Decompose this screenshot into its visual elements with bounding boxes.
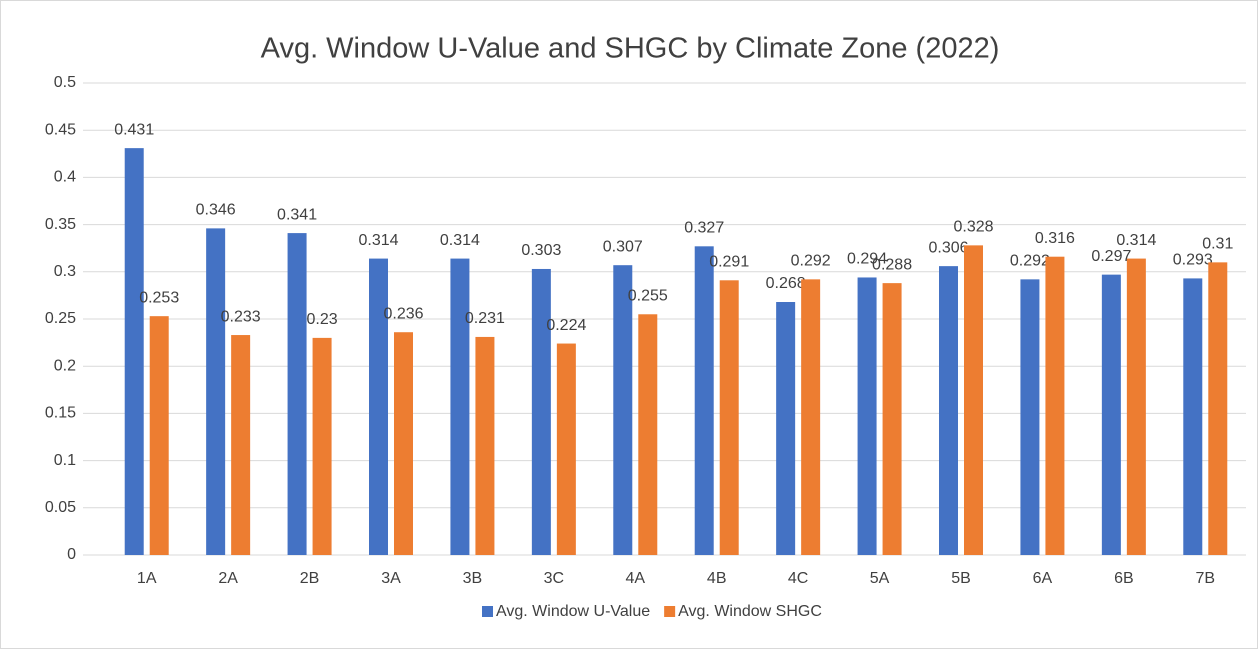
x-tick-label: 2A — [218, 570, 238, 587]
bar — [1126, 258, 1146, 555]
bar — [394, 332, 413, 555]
bar — [1101, 274, 1121, 555]
y-tick-label: 0.35 — [45, 216, 76, 233]
bar — [369, 258, 388, 555]
data-label: 0.233 — [221, 308, 261, 325]
x-tick-label: 3A — [381, 570, 401, 587]
data-label: 0.341 — [277, 206, 317, 223]
data-label: 0.292 — [1010, 253, 1050, 270]
y-tick-label: 0.4 — [54, 169, 76, 186]
data-label: 0.224 — [546, 317, 586, 334]
bar — [475, 336, 495, 555]
bar — [149, 316, 169, 555]
x-tick-label: 7B — [1195, 570, 1215, 587]
bar — [694, 246, 714, 555]
y-tick-label: 0 — [67, 546, 76, 563]
y-tick-label: 0.5 — [54, 74, 76, 91]
bar — [939, 266, 958, 555]
data-label: 0.293 — [1173, 252, 1213, 269]
x-tick-label: 4A — [625, 570, 645, 587]
bar — [556, 343, 576, 555]
bar — [124, 148, 144, 556]
data-label: 0.31 — [1202, 236, 1233, 253]
bar — [1045, 256, 1065, 555]
x-tick-label: 6A — [1033, 570, 1053, 587]
x-tick-label: 3B — [463, 570, 483, 587]
legend-swatch — [482, 606, 493, 617]
bar — [882, 283, 902, 555]
bar — [964, 245, 983, 556]
bar — [1208, 262, 1228, 555]
x-tick-label: 5A — [870, 570, 890, 587]
data-label: 0.268 — [766, 275, 806, 292]
data-label: 0.253 — [139, 289, 179, 306]
data-label: 0.328 — [953, 219, 993, 236]
bar — [857, 277, 877, 555]
y-tick-label: 0.3 — [54, 263, 76, 280]
data-label: 0.306 — [928, 239, 968, 256]
bar — [450, 258, 470, 555]
data-label: 0.314 — [358, 232, 398, 249]
data-label: 0.431 — [114, 121, 154, 138]
data-label: 0.236 — [383, 305, 423, 322]
y-tick-label: 0.1 — [54, 452, 76, 469]
data-label: 0.291 — [709, 254, 749, 271]
data-label: 0.314 — [440, 232, 480, 249]
data-label: 0.307 — [603, 238, 643, 255]
data-label: 0.255 — [628, 287, 668, 304]
x-tick-label: 3C — [544, 570, 564, 587]
x-tick-label: 4B — [707, 570, 727, 587]
bar — [206, 228, 226, 555]
data-label: 0.303 — [521, 242, 561, 259]
y-tick-label: 0.15 — [45, 405, 76, 422]
data-label: 0.327 — [684, 220, 724, 237]
bar — [1020, 279, 1040, 555]
data-label: 0.23 — [307, 311, 338, 328]
bar — [776, 302, 796, 555]
x-tick-label: 5B — [951, 570, 971, 587]
bar — [531, 268, 551, 555]
bar — [287, 233, 307, 555]
y-tick-label: 0.2 — [54, 357, 76, 374]
y-tick-label: 0.05 — [45, 499, 76, 516]
bar — [312, 337, 332, 555]
bar — [638, 314, 658, 555]
bar — [801, 279, 821, 555]
data-label: 0.231 — [465, 310, 505, 327]
bar — [719, 280, 739, 555]
y-tick-label: 0.45 — [45, 121, 76, 138]
chart-title: Avg. Window U-Value and SHGC by Climate … — [261, 33, 1000, 65]
legend-label: Avg. Window SHGC — [678, 603, 822, 620]
data-label: 0.297 — [1091, 248, 1131, 265]
bar — [231, 335, 251, 555]
x-tick-label: 6B — [1114, 570, 1134, 587]
bar — [1183, 278, 1203, 555]
data-label: 0.292 — [791, 253, 831, 270]
data-label: 0.346 — [196, 202, 236, 219]
legend-swatch — [664, 606, 676, 617]
data-label: 0.288 — [872, 256, 912, 273]
data-label: 0.316 — [1035, 230, 1075, 247]
bar — [613, 265, 633, 555]
x-tick-label: 1A — [137, 570, 157, 587]
x-tick-label: 2B — [300, 570, 320, 587]
legend-label: Avg. Window U-Value — [496, 603, 650, 620]
x-tick-label: 4C — [788, 570, 808, 587]
y-tick-label: 0.25 — [45, 310, 76, 327]
data-label: 0.314 — [1116, 232, 1156, 249]
data-label: 0.294 — [847, 251, 887, 268]
